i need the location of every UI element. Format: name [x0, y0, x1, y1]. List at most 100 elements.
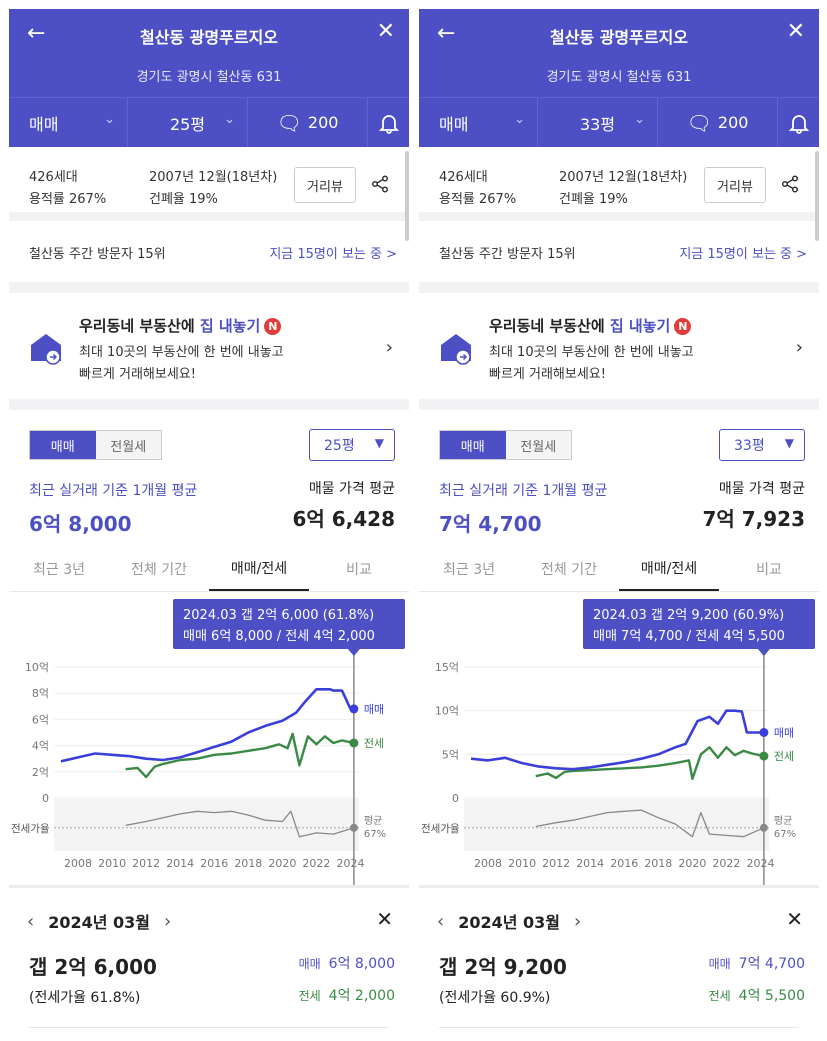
speech-bubble-icon: 🗨 [276, 110, 302, 135]
tooltip-line-2: 매매 7억 4,700 / 전세 4억 5,500 [593, 629, 785, 644]
y-tick-label: 15억 [435, 661, 459, 674]
tab-compare[interactable]: 비교 [346, 562, 372, 578]
close-icon[interactable]: ✕ [786, 19, 805, 44]
scrollbar[interactable] [405, 151, 409, 241]
road-view-button[interactable]: 거리뷰 [294, 167, 356, 203]
tab-recent-3y[interactable]: 최근 3년 [443, 562, 495, 578]
size-select[interactable]: 33평 ⌄ [538, 98, 658, 147]
close-icon[interactable]: ✕ [786, 907, 803, 931]
chevron-left-icon[interactable]: ‹ [437, 910, 445, 932]
x-tick-label: 2016 [610, 857, 638, 870]
x-tick-label: 2016 [200, 857, 228, 870]
recent-trade-label: 최근 실거래 기준 1개월 평균 [439, 483, 608, 499]
scrollbar[interactable] [815, 151, 819, 241]
segment-rent[interactable]: 전월세 [505, 431, 571, 459]
y-tick-label: 2억 [32, 766, 49, 779]
watching-now-link[interactable]: 지금 15명이 보는 중 > [269, 247, 397, 262]
chevron-right-icon[interactable]: › [574, 910, 582, 932]
comments-button[interactable]: 🗨 200 [658, 98, 778, 147]
close-icon[interactable]: ✕ [376, 19, 395, 44]
chart-size-value: 33평 [734, 438, 765, 454]
sale-value: 6억 8,000 [328, 956, 395, 972]
promo-line-1: 최대 10곳의 부동산에 한 번에 내놓고 [79, 345, 284, 360]
price-summary: 매매 전월세 33평 ▼ 최근 실거래 기준 1개월 평균 7억 4,700 매… [419, 410, 819, 545]
building-coverage: 건폐율 19% [149, 192, 218, 207]
address: 경기도 광명시 철산동 631 [136, 70, 282, 85]
sale-price-row: 매매 7억 4,700 [709, 953, 805, 973]
ratio-series-line [535, 809, 765, 838]
x-tick-label: 2014 [166, 857, 194, 870]
page-title: 철산동 광명푸르지오 [139, 28, 279, 47]
sale-series-line [60, 688, 354, 763]
chart-size-select[interactable]: 33평 ▼ [719, 429, 805, 461]
watching-now-link[interactable]: 지금 15명이 보는 중 > [679, 247, 807, 262]
trade-segment: 매매 전월세 [439, 430, 572, 460]
tab-sale-jeonse[interactable]: 매매/전세 [209, 547, 309, 591]
promo-title: 우리동네 부동산에 집 내놓기 N [489, 315, 692, 336]
sale-value: 7억 4,700 [738, 956, 805, 972]
jeonse-label: 전세 [298, 989, 321, 1003]
gap-value: 갭 2억 6,000 [29, 955, 157, 979]
back-arrow-icon[interactable]: ← [437, 21, 456, 46]
y-tick-label: 8억 [32, 687, 49, 700]
tab-all-period[interactable]: 전체 기간 [541, 562, 597, 578]
notification-button[interactable] [778, 98, 819, 147]
ratio-axis-label: 전세가율 [11, 823, 50, 835]
month-nav: ‹ 2024년 03월 › [437, 909, 595, 933]
chevron-left-icon[interactable]: ‹ [27, 910, 35, 932]
trade-type-value: 매매 [439, 114, 469, 134]
trade-type-select[interactable]: 매매 ⌄ [9, 98, 128, 147]
segment-rent[interactable]: 전월세 [95, 431, 161, 459]
month-detail: ‹ 2024년 03월 › ✕ 갭 2억 9,200 (전세가율 60.9%) … [419, 889, 819, 1029]
price-chart[interactable]: 10억 8억 6억 4억 2억 0 전세가율 2008 2010 2012 2014 2016 2018… [9, 593, 409, 885]
x-tick-label: 2022 [302, 857, 330, 870]
complex-info: 426세대 용적률 267% 2007년 12월(18년차) 건폐율 19% 거… [9, 147, 409, 241]
jeonse-series-line [535, 746, 765, 781]
comment-count: 200 [717, 113, 749, 132]
close-icon[interactable]: ✕ [376, 907, 393, 931]
tab-sale-jeonse[interactable]: 매매/전세 [619, 547, 719, 591]
road-view-button[interactable]: 거리뷰 [704, 167, 766, 203]
ratio-axis-label: 전세가율 [421, 823, 460, 835]
address: 경기도 광명시 철산동 631 [546, 70, 692, 85]
y-tick-label: 6억 [32, 713, 49, 726]
chevron-right-icon[interactable]: › [164, 910, 172, 932]
tooltip-pointer [757, 649, 770, 656]
price-summary: 매매 전월세 25평 ▼ 최근 실거래 기준 1개월 평균 6억 8,000 매… [9, 410, 409, 545]
segment-sale[interactable]: 매매 [30, 431, 96, 459]
listing-promo-banner[interactable]: 우리동네 부동산에 집 내놓기 N 최대 10곳의 부동산에 한 번에 내놓고 빠… [9, 293, 409, 410]
segment-sale[interactable]: 매매 [440, 431, 506, 459]
tab-all-period[interactable]: 전체 기간 [131, 562, 187, 578]
gap-value: 갭 2억 9,200 [439, 955, 567, 979]
share-icon[interactable] [781, 175, 799, 193]
notification-button[interactable] [368, 98, 409, 147]
comments-button[interactable]: 🗨 200 [248, 98, 368, 147]
divider [439, 1027, 799, 1028]
price-chart-svg: 15억 10억 5억 0 전세가율 2008 2010 2012 2014 2016 2018 202… [421, 599, 815, 885]
visitor-bar: 철산동 주간 방문자 15위 지금 15명이 보는 중 > [419, 221, 819, 293]
listing-promo-banner[interactable]: 우리동네 부동산에 집 내놓기 N 최대 10곳의 부동산에 한 번에 내놓고 빠… [419, 293, 819, 410]
share-icon[interactable] [371, 175, 389, 193]
chart-size-select[interactable]: 25평 ▼ [309, 429, 395, 461]
households: 426세대 [439, 170, 488, 185]
trade-type-select[interactable]: 매매 ⌄ [419, 98, 538, 147]
listing-avg-label: 매물 가격 평균 [308, 481, 395, 497]
chevron-down-icon: ⌄ [104, 112, 115, 127]
ratio-avg-value: 67% [774, 829, 796, 840]
building-coverage: 건폐율 19% [559, 192, 628, 207]
x-tick-label: 2010 [98, 857, 126, 870]
built-date: 2007년 12월(18년차) [559, 170, 688, 185]
back-arrow-icon[interactable]: ← [27, 21, 46, 46]
tab-recent-3y[interactable]: 최근 3년 [33, 562, 85, 578]
x-tick-label: 2012 [542, 857, 570, 870]
tab-compare[interactable]: 비교 [756, 562, 782, 578]
size-select[interactable]: 25평 ⌄ [128, 98, 248, 147]
y-tick-label: 0 [452, 792, 459, 805]
listing-avg-value: 7억 7,923 [702, 507, 805, 531]
trade-segment: 매매 전월세 [29, 430, 162, 460]
divider [29, 1027, 389, 1028]
price-chart[interactable]: 15억 10억 5억 0 전세가율 2008 2010 2012 2014 2016 2018 202… [419, 593, 819, 885]
info-col-2: 2007년 12월(18년차) 건폐율 19% [149, 167, 277, 211]
triangle-down-icon: ▼ [784, 436, 794, 450]
